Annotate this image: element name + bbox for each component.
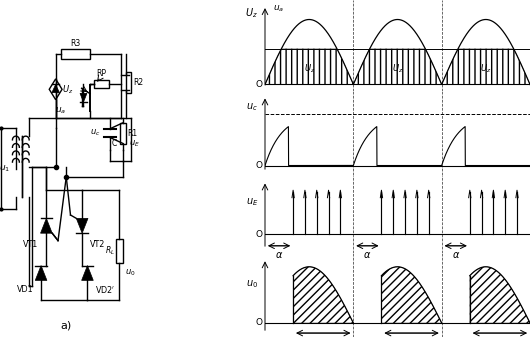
Text: $U_z$: $U_z$ <box>304 62 315 75</box>
Text: $u_E$: $u_E$ <box>245 196 258 208</box>
Polygon shape <box>76 218 88 233</box>
Text: R3: R3 <box>70 38 81 48</box>
Bar <box>94 80 109 88</box>
Text: a): a) <box>60 320 72 330</box>
Polygon shape <box>52 85 59 93</box>
Text: VT2: VT2 <box>90 240 105 249</box>
Polygon shape <box>82 266 93 280</box>
Text: O: O <box>255 161 262 170</box>
Text: VD1: VD1 <box>16 285 33 294</box>
Text: $U_z$: $U_z$ <box>392 62 403 75</box>
Text: $U_z$: $U_z$ <box>245 6 258 20</box>
Text: $u_1$: $u_1$ <box>0 163 11 174</box>
Text: $u_c$: $u_c$ <box>246 101 258 113</box>
Polygon shape <box>40 218 52 233</box>
Bar <box>116 239 122 263</box>
Text: $u_0$: $u_0$ <box>125 268 136 278</box>
Text: C: C <box>112 139 117 148</box>
Text: R2: R2 <box>132 78 143 87</box>
Text: O: O <box>255 80 262 89</box>
Text: VD2$^{\prime}$: VD2$^{\prime}$ <box>95 284 116 295</box>
Text: $R_L$: $R_L$ <box>104 245 114 257</box>
Text: $\alpha$: $\alpha$ <box>275 249 283 259</box>
Text: O: O <box>255 318 262 328</box>
Polygon shape <box>80 93 87 102</box>
Text: $u_c$: $u_c$ <box>90 128 101 139</box>
Text: R1: R1 <box>128 129 138 137</box>
Text: VT1: VT1 <box>23 240 38 249</box>
Text: $U_z$: $U_z$ <box>480 62 491 75</box>
Bar <box>120 123 126 144</box>
Bar <box>61 49 90 59</box>
Bar <box>126 72 131 93</box>
Text: $\alpha$: $\alpha$ <box>452 249 460 259</box>
Text: $u_E$: $u_E$ <box>129 139 140 150</box>
Text: $\alpha$: $\alpha$ <box>363 249 372 259</box>
Text: $u_a$: $u_a$ <box>55 106 67 117</box>
Text: $U_z$: $U_z$ <box>62 83 73 96</box>
Text: $u_0$: $u_0$ <box>246 278 258 289</box>
Text: O: O <box>255 229 262 239</box>
Text: RP: RP <box>96 69 107 78</box>
Text: $u_a$: $u_a$ <box>273 4 285 14</box>
Polygon shape <box>35 266 47 280</box>
